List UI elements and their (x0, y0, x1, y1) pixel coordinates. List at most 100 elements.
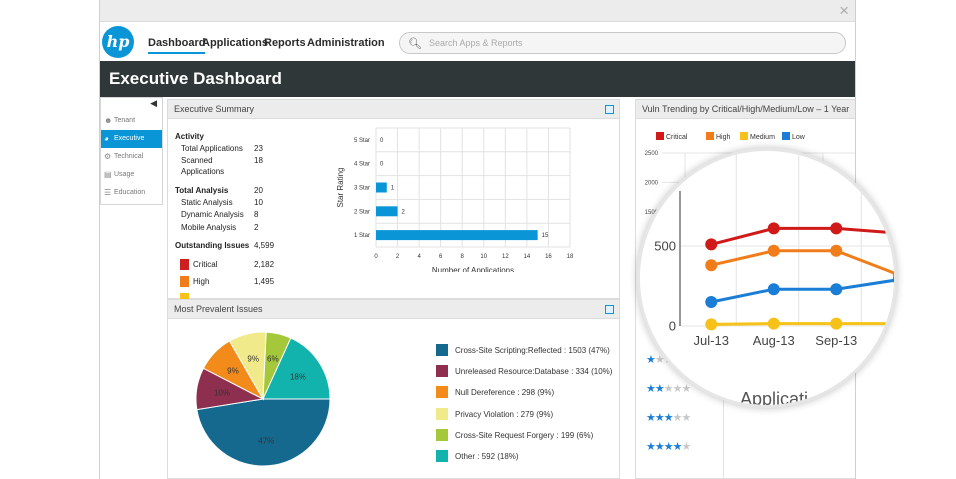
sidebar: ◀ ☻ Tenant ◕ Executive ⚙ Technical ▤ Usage ☰… (100, 97, 163, 205)
series-point (830, 317, 843, 330)
mobile-value: 2 (254, 223, 259, 232)
nav-applications[interactable]: Applications (202, 37, 269, 49)
legend-swatch (656, 132, 664, 140)
collapse-sidebar-icon[interactable]: ◀ (101, 98, 162, 112)
x-tick-label: 16 (545, 254, 552, 260)
high-swatch (180, 276, 189, 287)
sidebar-item-label: Education (114, 189, 146, 196)
series-line (710, 249, 894, 275)
legend-label: Critical (666, 134, 688, 141)
sidebar-item-technical[interactable]: ⚙ Technical (101, 148, 162, 166)
bar-value-label: 1 (391, 186, 395, 192)
pie-slice-label: 6% (267, 355, 279, 364)
legend-label: Privacy Violation : 279 (9%) (455, 409, 554, 419)
page-banner: Executive Dashboard (100, 61, 855, 97)
empty-stars: ★ (681, 441, 691, 453)
bar (376, 182, 387, 193)
legend-label: Other : 592 (18%) (455, 452, 519, 461)
sidebar-item-education[interactable]: ☰ Education (101, 184, 162, 202)
total-apps-label: Total Applications (181, 144, 243, 153)
sidebar-item-label: Usage (114, 171, 135, 178)
series-point (767, 317, 780, 330)
legend-label: Unreleased Resource:Database : 334 (10%) (455, 367, 613, 377)
search-box[interactable]: 🔍︎ Search Apps & Reports (399, 32, 846, 54)
series-point (705, 318, 718, 331)
page-title: Executive Dashboard (109, 69, 282, 88)
document-icon: ▤ (104, 170, 112, 179)
series-point (705, 296, 718, 308)
executive-summary-panel: Executive Summary Activity Total Applica… (167, 99, 620, 299)
pie-slice-label: 9% (247, 355, 259, 364)
star-rating-bar-chart: 0 2 4 6 8 10 12 14 16 185 Star 04 Star 03 Star 12 St… (336, 127, 573, 272)
x-tick-label: 12 (502, 254, 509, 260)
empty-stars: ★★★ (663, 383, 692, 395)
sidebar-item-label: Tenant (114, 117, 136, 124)
most-prevalent-issues-panel: Most Prevalent Issues 47% 10% 9% 9% 6% 18% Cr… (167, 299, 620, 479)
x-tick-label: 10 (480, 254, 487, 260)
close-icon[interactable]: × (839, 1, 849, 20)
star-rating-row: ★★★★★ (646, 382, 692, 395)
series-point (705, 238, 718, 251)
search-input[interactable]: Search Apps & Reports (429, 38, 523, 48)
legend-label: Cross-Site Request Forgery : 199 (6%) (455, 430, 594, 440)
panel-title: Vuln Trending by Critical/High/Medium/Lo… (642, 104, 850, 114)
nav-administration[interactable]: Administration (307, 37, 385, 49)
search-icon: 🔍︎ (408, 38, 422, 50)
nav-reports[interactable]: Reports (264, 37, 306, 49)
sidebar-item-usage[interactable]: ▤ Usage (101, 166, 162, 184)
x-tick-label: 18 (567, 254, 573, 260)
series-point (767, 283, 780, 296)
x-axis-title: Number of Applications (432, 266, 514, 272)
bar-value-label: 0 (380, 138, 384, 144)
panel-title: Most Prevalent Issues (174, 304, 263, 314)
y-tick-label: 1500 (645, 210, 659, 216)
series-point (830, 222, 843, 235)
total-analysis-heading: Total Analysis (175, 186, 229, 195)
maximize-icon[interactable] (605, 305, 614, 314)
high-label: High (193, 277, 210, 286)
legend-swatch (436, 386, 448, 399)
pie-slice-label: 10% (214, 388, 230, 397)
nav-dashboard[interactable]: Dashboard (148, 37, 206, 54)
gear-icon: ⚙ (104, 152, 112, 161)
panel-header: Most Prevalent Issues (168, 300, 619, 319)
legend-label: Medium (750, 134, 775, 141)
sidebar-item-executive[interactable]: ◕ Executive (101, 130, 162, 148)
y-tick-label: 1 Star (354, 233, 370, 239)
legend-swatch (436, 344, 448, 356)
scanned-label-2: Applications (181, 167, 225, 176)
x-tick-label: 6 (439, 254, 443, 260)
y-axis-title: Star Rating (336, 167, 345, 207)
x-tick-label: 8 (461, 254, 465, 260)
y-tick-label: 2000 (645, 180, 659, 186)
y-tick-label: 2500 (645, 151, 659, 157)
pie-slice (196, 398, 331, 467)
sidebar-item-label: Executive (114, 135, 145, 142)
hp-logo[interactable]: hp (102, 26, 134, 58)
series-point (705, 259, 718, 272)
maximize-icon[interactable] (605, 105, 614, 114)
series-point (892, 229, 894, 237)
scanned-value: 18 (254, 156, 263, 165)
x-tick-label: Aug-13 (753, 333, 795, 348)
book-icon: ☰ (104, 188, 112, 197)
chart-icon: ◕ (104, 134, 109, 143)
total-apps-value: 23 (254, 144, 263, 153)
empty-stars: ★★ (672, 412, 692, 424)
medium-swatch (180, 293, 189, 299)
filled-stars: ★★★★ (646, 441, 682, 453)
static-label: Static Analysis (181, 198, 233, 207)
static-value: 10 (254, 198, 263, 207)
critical-swatch (180, 259, 189, 270)
pie-slice-label: 9% (227, 366, 239, 375)
critical-label: Critical (193, 260, 218, 269)
star-rating-row: ★★★★★ (646, 440, 691, 453)
sidebar-item-tenant[interactable]: ☻ Tenant (101, 112, 162, 130)
legend-label: Low (792, 134, 806, 141)
legend-swatch (436, 407, 448, 420)
outstanding-value: 4,599 (254, 241, 275, 250)
panel-header: Executive Summary (168, 100, 619, 119)
y-tick-label: 5 Star (354, 138, 370, 144)
x-tick-label: Jul-13 (694, 333, 729, 348)
series-point (892, 319, 894, 328)
